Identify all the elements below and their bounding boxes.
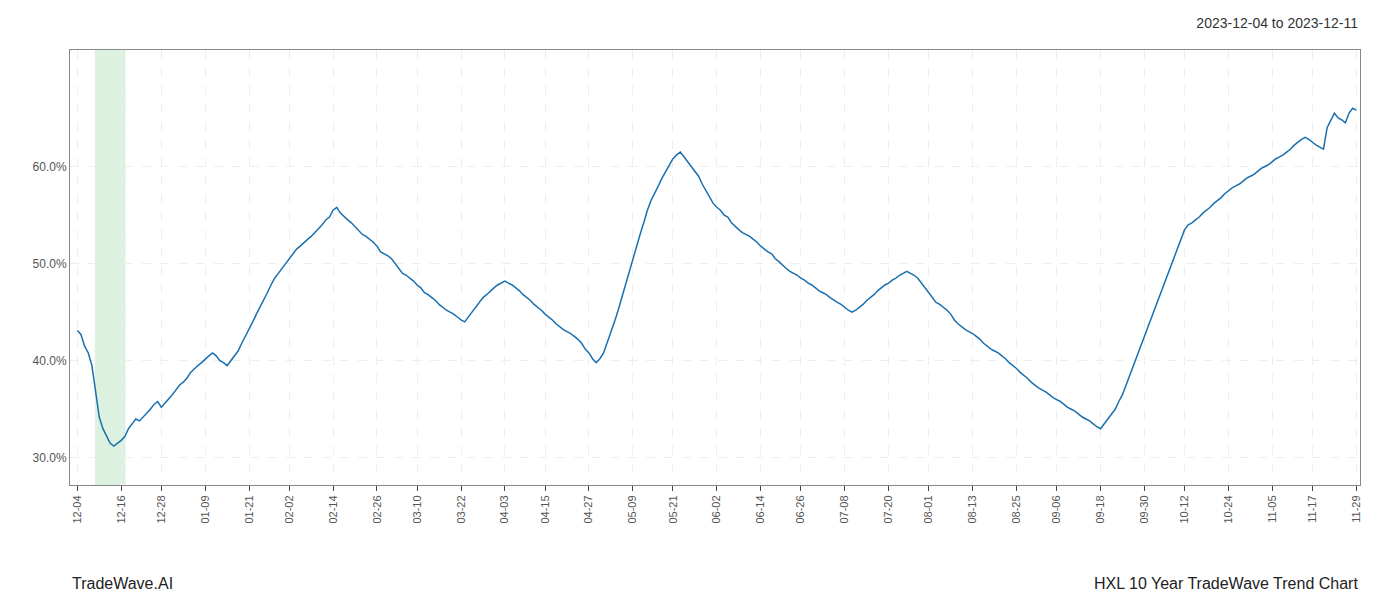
- svg-text:08-25: 08-25: [1010, 495, 1022, 523]
- svg-text:06-02: 06-02: [710, 495, 722, 523]
- svg-text:02-26: 02-26: [371, 495, 383, 523]
- svg-text:04-27: 04-27: [582, 495, 594, 523]
- svg-text:12-16: 12-16: [115, 495, 127, 523]
- svg-text:08-01: 08-01: [922, 495, 934, 523]
- svg-text:50.0%: 50.0%: [33, 257, 67, 271]
- svg-text:08-13: 08-13: [966, 495, 978, 523]
- svg-text:12-04: 12-04: [71, 495, 83, 523]
- svg-text:11-17: 11-17: [1306, 495, 1318, 522]
- svg-text:12-28: 12-28: [155, 495, 167, 523]
- svg-text:03-10: 03-10: [411, 495, 423, 523]
- svg-text:30.0%: 30.0%: [33, 451, 67, 465]
- svg-text:11-05: 11-05: [1266, 495, 1278, 522]
- svg-text:03-22: 03-22: [455, 495, 467, 523]
- svg-text:04-03: 04-03: [498, 495, 510, 523]
- svg-text:06-26: 06-26: [794, 495, 806, 523]
- svg-text:TradeWave.AI: TradeWave.AI: [72, 575, 173, 592]
- svg-text:04-15: 04-15: [539, 495, 551, 523]
- svg-text:40.0%: 40.0%: [33, 354, 67, 368]
- svg-text:02-14: 02-14: [327, 495, 339, 523]
- svg-text:01-09: 01-09: [199, 495, 211, 523]
- svg-text:09-06: 09-06: [1050, 495, 1062, 523]
- svg-text:09-30: 09-30: [1138, 495, 1150, 523]
- svg-text:05-09: 05-09: [626, 495, 638, 523]
- svg-text:60.0%: 60.0%: [33, 160, 67, 174]
- svg-text:11-29: 11-29: [1350, 495, 1362, 522]
- svg-text:07-20: 07-20: [882, 495, 894, 523]
- svg-text:HXL 10 Year TradeWave Trend Ch: HXL 10 Year TradeWave Trend Chart: [1094, 575, 1358, 592]
- svg-text:05-21: 05-21: [667, 495, 679, 523]
- svg-text:01-21: 01-21: [243, 495, 255, 523]
- svg-text:06-14: 06-14: [754, 495, 766, 523]
- svg-text:10-24: 10-24: [1222, 495, 1234, 523]
- svg-text:02-02: 02-02: [283, 495, 295, 523]
- svg-text:09-18: 09-18: [1094, 495, 1106, 523]
- svg-text:07-08: 07-08: [838, 495, 850, 523]
- svg-text:10-12: 10-12: [1178, 495, 1190, 523]
- svg-text:2023-12-04 to 2023-12-11: 2023-12-04 to 2023-12-11: [1196, 15, 1358, 31]
